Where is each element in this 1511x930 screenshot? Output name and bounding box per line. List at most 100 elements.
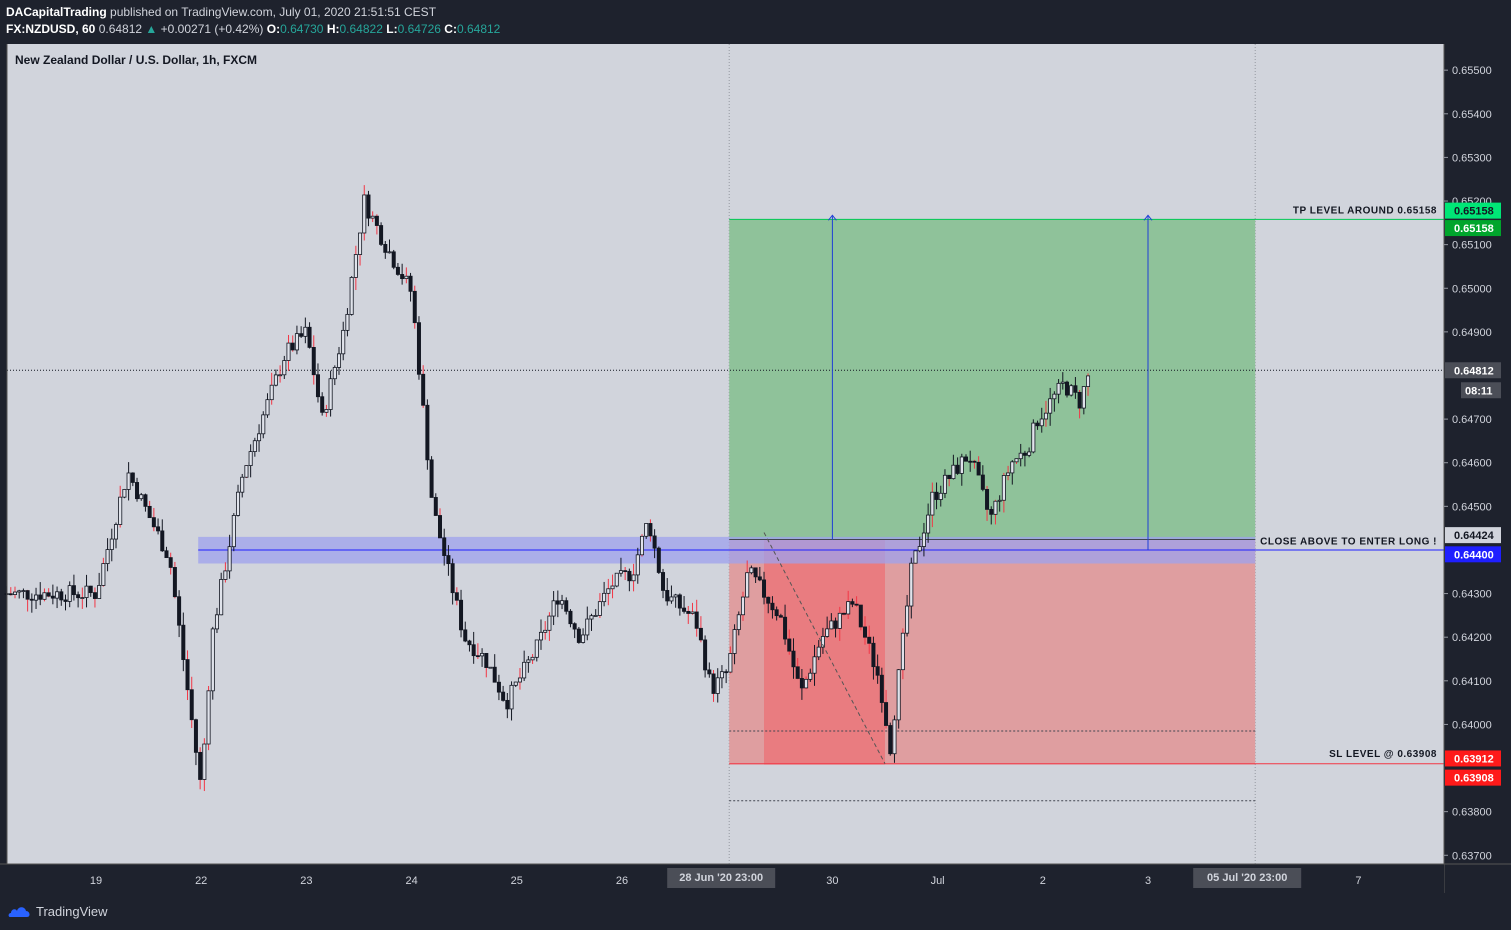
candle [383, 244, 388, 253]
candle [917, 546, 922, 552]
candle [353, 254, 358, 278]
candle [572, 623, 577, 630]
candle [787, 638, 792, 652]
candle [210, 628, 215, 692]
candle [602, 592, 607, 603]
candle [530, 656, 535, 661]
candle [391, 251, 396, 268]
candle [867, 636, 872, 644]
tradingview-logo[interactable]: TradingView [8, 903, 108, 919]
candle [122, 489, 127, 498]
candle [863, 626, 868, 638]
candle [160, 530, 165, 552]
candle [168, 557, 173, 568]
candle [808, 672, 813, 680]
open-label: O: [266, 22, 281, 36]
candle [358, 232, 363, 255]
candle [459, 599, 464, 631]
entry-price-tag-bg [1445, 527, 1501, 544]
open-value: 0.64730 [280, 22, 324, 36]
trend-line[interactable] [763, 532, 886, 764]
chart-title: New Zealand Dollar / U.S. Dollar, 1h, FX… [15, 53, 257, 67]
candle [947, 474, 952, 480]
candle [404, 275, 409, 280]
candle [1073, 385, 1078, 393]
candle [728, 653, 733, 673]
candle [736, 614, 741, 630]
breakout-price-tag-bg [1445, 546, 1501, 563]
candle [265, 399, 270, 416]
candle [29, 598, 34, 601]
candle [1039, 418, 1044, 427]
candle [67, 585, 72, 602]
candle [509, 684, 514, 710]
candle [1043, 412, 1048, 420]
candle [724, 671, 729, 674]
profit-zone[interactable] [729, 219, 1256, 540]
candle [38, 594, 43, 600]
publisher-name[interactable]: DACapitalTrading [6, 5, 107, 19]
candle [480, 652, 485, 657]
candle [639, 535, 644, 556]
symbol-label: FX:NZDUSD, 60 [6, 22, 96, 36]
candle [50, 595, 55, 599]
sl-price-tag-bg [1445, 750, 1501, 767]
candle [374, 215, 379, 226]
candle [332, 367, 337, 380]
candle [745, 572, 750, 598]
candle [791, 650, 796, 668]
tp-level-label: TP LEVEL AROUND 0.65158 [1293, 205, 1437, 216]
candle [311, 346, 316, 376]
candle [1031, 422, 1036, 453]
candle [513, 681, 518, 686]
candle [719, 671, 724, 679]
candle [303, 326, 308, 337]
candle [408, 275, 413, 292]
candle [934, 491, 939, 500]
candle [547, 615, 552, 631]
candle [576, 628, 581, 643]
candle [206, 690, 211, 745]
price-tick-label: 0.64000 [1452, 719, 1492, 731]
candle [59, 591, 64, 601]
candle [118, 496, 123, 525]
candle [1014, 458, 1019, 463]
candle [770, 602, 775, 611]
candle [379, 225, 384, 245]
candle [151, 517, 156, 528]
candle [795, 666, 800, 679]
price-chart[interactable]: TP LEVEL AROUND 0.65158 CLOSE ABOVE TO EN… [0, 0, 1511, 893]
candle [278, 374, 283, 377]
breakout-price-tag: 0.64400 [1454, 549, 1494, 561]
price-tick-label: 0.64200 [1452, 632, 1492, 644]
candle [900, 632, 905, 671]
candle [799, 678, 804, 689]
candle [686, 610, 691, 614]
candle [677, 594, 682, 609]
candle [757, 576, 762, 581]
candle [25, 590, 30, 600]
candle [825, 628, 830, 637]
candle [673, 594, 678, 598]
candle [635, 554, 640, 576]
time-tick-label: 19 [90, 875, 102, 887]
candle [930, 491, 935, 516]
candle [606, 588, 611, 594]
candle [8, 593, 13, 596]
candle [164, 550, 169, 559]
candle [46, 592, 51, 597]
candle [833, 620, 838, 629]
candle [993, 500, 998, 515]
candle [1048, 398, 1053, 414]
candle [130, 472, 135, 483]
candle [198, 751, 203, 780]
candle [1027, 451, 1032, 456]
arrow-head-icon [828, 214, 837, 221]
candle [740, 596, 745, 616]
candle [105, 549, 110, 564]
candle [589, 615, 594, 620]
candle [412, 290, 417, 324]
candle [652, 535, 657, 549]
candle [307, 326, 312, 348]
candle [665, 590, 670, 602]
